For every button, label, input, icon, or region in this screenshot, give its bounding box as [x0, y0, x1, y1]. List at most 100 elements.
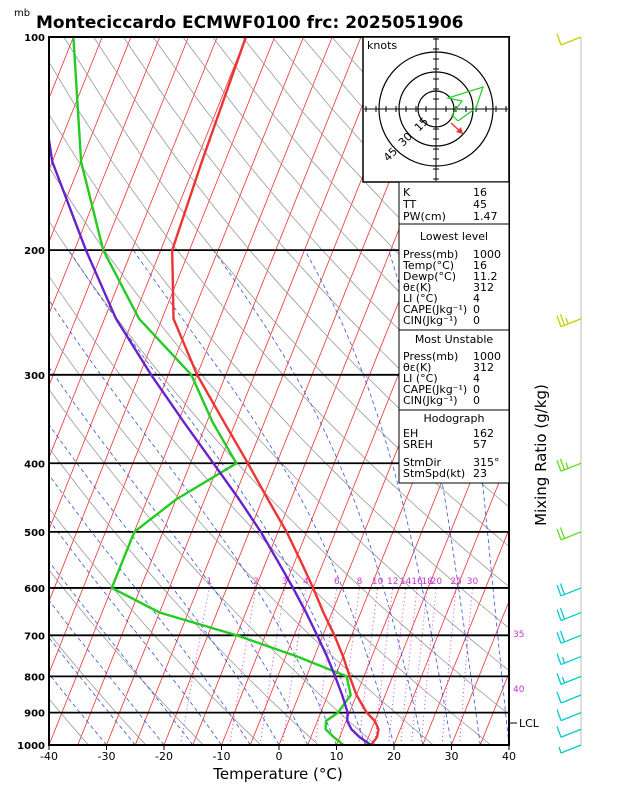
moist-adiabat: [49, 599, 165, 745]
mu-li-value: 4: [473, 372, 480, 385]
pressure-tick-label: 1000: [17, 741, 45, 752]
wind-barb: [556, 607, 582, 622]
wind-barb: [556, 527, 582, 541]
dry-adiabat: [49, 331, 434, 745]
moist-adiabat: [304, 249, 452, 745]
mixing-ratio-line: [410, 587, 428, 745]
stmdir-label: StmDir: [403, 456, 442, 469]
mu-cape-label: CAPE(Jkg⁻¹): [403, 383, 467, 396]
isotherm: [49, 37, 103, 172]
mixing-ratio-label: 14: [400, 577, 412, 587]
eh-label: EH: [403, 427, 418, 440]
isotherm-edge-labels: 35 40: [509, 630, 525, 724]
x-tick-label: -40: [40, 750, 58, 763]
hodograph-title: Hodograph: [424, 412, 485, 425]
stmdir-value: 315°: [473, 456, 500, 469]
mixing-ratio-label: 8: [357, 577, 363, 587]
isotherm: [49, 37, 218, 459]
temperature-curve: [171, 37, 380, 745]
wind-barb: [556, 653, 582, 666]
dry-adiabat: [49, 569, 204, 745]
low-press-label: Press(mb): [403, 248, 458, 261]
moist-adiabat: [49, 366, 309, 745]
mu-cin-value: 0: [473, 394, 480, 407]
wind-barb-staff: [560, 655, 582, 666]
wind-barb: [556, 673, 582, 685]
wind-barb-staff: [560, 694, 582, 704]
isotherm: [451, 600, 509, 745]
dry-adiabat: [152, 37, 509, 432]
unit-mb: mb: [14, 8, 30, 19]
mixing-ratio-label: 16: [411, 577, 423, 587]
pressure-tick-label: 100: [24, 33, 45, 44]
mixing-ratio-label: 3: [282, 577, 288, 587]
eh-value: 162: [473, 427, 494, 440]
isotherm: [106, 37, 391, 745]
wind-barb-staff: [560, 611, 582, 622]
moist-adiabat: [49, 673, 107, 745]
dry-adiabat: [49, 61, 509, 588]
dry-adiabat: [49, 166, 509, 672]
dry-adiabat: [93, 37, 509, 508]
wind-barb-flag: [559, 583, 566, 595]
mu-cape-value: 0: [473, 383, 480, 396]
x-tick-label: -30: [98, 750, 116, 763]
low-cin-value: 0: [473, 314, 480, 327]
wind-barb: [556, 314, 582, 328]
moist-adiabat: [132, 249, 395, 745]
pw-label: PW(cm): [403, 210, 446, 223]
wind-barb-flag: [556, 609, 562, 621]
isotherm: [49, 37, 247, 531]
dry-adiabat: [122, 37, 509, 470]
pressure-tick-label: 900: [24, 709, 45, 720]
wind-barb: [556, 33, 582, 46]
mixing-ratio-line: [229, 587, 257, 745]
k-label: K: [403, 186, 411, 199]
pressure-tick-label: 200: [24, 246, 45, 257]
dry-adiabat: [49, 632, 147, 745]
wind-barb-staff: [560, 634, 582, 644]
profile-curves: [49, 37, 380, 745]
pressure-tick-label: 300: [24, 371, 45, 382]
wind-barb-flag: [556, 726, 562, 738]
wind-barb-half: [561, 656, 566, 664]
background-lines: [49, 37, 509, 745]
hodograph-trace: [445, 86, 484, 122]
wind-barb-half: [565, 462, 569, 469]
wind-barb-half: [561, 676, 566, 684]
wind-barb-flag: [556, 528, 562, 541]
moist-adiabat: [49, 474, 251, 745]
low-theta-label: θε(K): [403, 281, 431, 294]
wind-barb-flag: [556, 709, 562, 721]
wind-barb-column: [556, 33, 582, 754]
low-li-label: LI (°C): [403, 292, 438, 305]
dry-adiabat: [49, 447, 319, 745]
x-tick-label: 0: [276, 750, 283, 763]
pressure-tick-label: 800: [24, 672, 45, 683]
moist-adiabat: [49, 636, 136, 745]
mu-press-value: 1000: [473, 350, 501, 363]
wind-barb-staff: [560, 744, 582, 754]
wind-barb-flag: [559, 314, 566, 326]
mixing-ratio-line: [420, 587, 437, 745]
dry-adiabat: [49, 388, 377, 745]
x-tick-label: -10: [213, 750, 231, 763]
isotherm: [49, 37, 132, 243]
indices-panel: K 16 TT 45 PW(cm) 1.47 Lowest level Pres…: [398, 181, 510, 484]
isotherm: [49, 37, 333, 745]
wind-barb-flag: [556, 653, 562, 665]
dewpoint-curve: [72, 37, 352, 745]
tt-label: TT: [402, 198, 417, 211]
x-tick-label: 10: [330, 750, 344, 763]
mixing-ratio-line: [259, 587, 286, 745]
mixing-ratio-label: 4: [303, 577, 309, 587]
low-temp-value: 16: [473, 259, 487, 272]
x-tick-label: -20: [155, 750, 173, 763]
mixing-ratio-axis-label: Mixing Ratio (g/kg): [532, 384, 550, 526]
pw-value: 1.47: [473, 210, 498, 223]
isotherm: [77, 37, 362, 745]
low-cin-label: CIN(Jkg⁻¹): [403, 314, 458, 327]
mixing-ratio-label: 2: [253, 577, 259, 587]
